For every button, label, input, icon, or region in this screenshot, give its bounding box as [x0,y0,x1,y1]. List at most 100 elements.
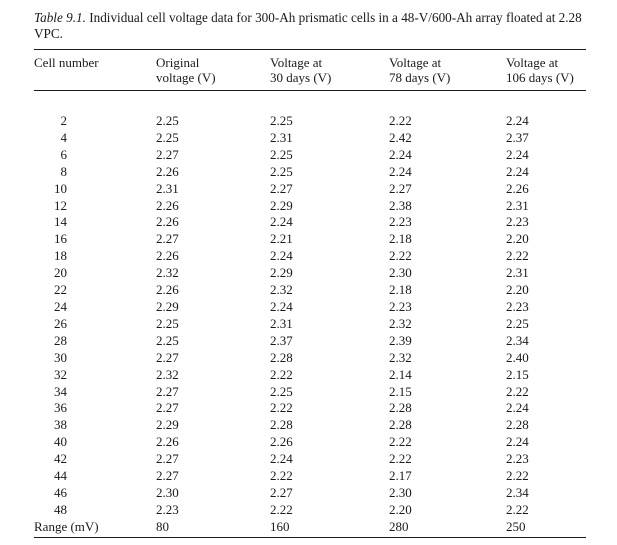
table-row: 10 2.31 2.27 2.27 2.26 [34,181,586,198]
original-voltage-cell: 2.26 [156,214,179,230]
voltage-106-days-cell: 2.22 [506,248,529,264]
cell-number-cell: 30 [54,349,67,365]
voltage-106-days-cell: 2.23 [506,451,529,467]
voltage-106-days-cell: 2.20 [506,282,529,298]
voltage-30-days-cell: 2.31 [270,129,293,145]
table-row: 28 2.25 2.37 2.39 2.34 [34,333,586,350]
cell-number-cell: 16 [54,231,67,247]
voltage-30-days-cell: 2.29 [270,265,293,281]
voltage-78-days-cell: 2.22 [389,248,412,264]
voltage-30-days-cell: 2.24 [270,451,293,467]
voltage-78-days-cell: 2.38 [389,197,412,213]
document-page: Table 9.1. Individual cell voltage data … [34,10,586,538]
table-caption: Table 9.1. Individual cell voltage data … [34,10,586,42]
cell-voltage-table: Cell number Original voltage (V) Voltage … [34,50,586,85]
range-value: 280 [389,518,409,534]
original-voltage-cell: 2.25 [156,315,179,331]
table-row: 8 2.26 2.25 2.24 2.24 [34,164,586,181]
table-row: 18 2.26 2.24 2.22 2.22 [34,248,586,265]
voltage-30-days-cell: 2.25 [270,163,293,179]
original-voltage-cell: 2.26 [156,434,179,450]
original-voltage-cell: 2.29 [156,417,179,433]
voltage-30-days-cell: 2.29 [270,197,293,213]
voltage-106-days-cell: 2.28 [506,417,529,433]
cell-number-cell: 42 [54,451,67,467]
original-voltage-cell: 2.31 [156,180,179,196]
voltage-30-days-cell: 2.25 [270,383,293,399]
table-row: 6 2.27 2.25 2.24 2.24 [34,147,586,164]
voltage-78-days-cell: 2.27 [389,180,412,196]
voltage-78-days-cell: 2.17 [389,468,412,484]
voltage-78-days-cell: 2.22 [389,451,412,467]
voltage-30-days-cell: 2.32 [270,282,293,298]
voltage-30-days-cell: 2.26 [270,434,293,450]
voltage-106-days-cell: 2.34 [506,484,529,500]
original-voltage-cell: 2.25 [156,129,179,145]
table-spacer [34,91,586,113]
voltage-30-days-cell: 2.28 [270,349,293,365]
cell-number-cell: 44 [54,468,67,484]
cell-voltage-table-body: 2 2.25 2.25 2.22 2.24 4 2.25 2.31 2.42 2.37 6 2.27 2… [34,91,586,536]
voltage-30-days-cell: 2.22 [270,501,293,517]
voltage-106-days-cell: 2.15 [506,366,529,382]
original-voltage-cell: 2.32 [156,265,179,281]
cell-number-cell: 46 [54,484,67,500]
table-row: 44 2.27 2.22 2.17 2.22 [34,468,586,485]
voltage-78-days-cell: 2.15 [389,383,412,399]
original-voltage-cell: 2.27 [156,468,179,484]
original-voltage-cell: 2.26 [156,282,179,298]
cell-number-cell: 28 [54,332,67,348]
header-voltage-106-days: Voltage at 106 days (V) [506,55,574,85]
voltage-106-days-cell: 2.31 [506,265,529,281]
voltage-30-days-cell: 2.22 [270,366,293,382]
voltage-78-days-cell: 2.32 [389,315,412,331]
range-value: 160 [270,518,290,534]
original-voltage-cell: 2.29 [156,298,179,314]
voltage-30-days-cell: 2.24 [270,214,293,230]
table-caption-text: Individual cell voltage data for 300-Ah … [34,10,582,41]
table-row: 38 2.29 2.28 2.28 2.28 [34,417,586,434]
table-row: 26 2.25 2.31 2.32 2.25 [34,316,586,333]
voltage-78-days-cell: 2.14 [389,366,412,382]
table-row: 24 2.29 2.24 2.23 2.23 [34,299,586,316]
original-voltage-cell: 2.26 [156,163,179,179]
voltage-106-days-cell: 2.23 [506,298,529,314]
voltage-106-days-cell: 2.40 [506,349,529,365]
voltage-30-days-cell: 2.24 [270,298,293,314]
original-voltage-cell: 2.27 [156,451,179,467]
table-row: 36 2.27 2.22 2.28 2.24 [34,400,586,417]
voltage-78-days-cell: 2.18 [389,282,412,298]
cell-number-cell: 2 [60,113,68,128]
voltage-30-days-cell: 2.25 [270,113,293,128]
cell-number-cell: 32 [54,366,67,382]
cell-number-cell: 40 [54,434,67,450]
original-voltage-cell: 2.30 [156,484,179,500]
cell-number-cell: 24 [54,298,67,314]
range-row: Range (mV) 80 160 280 250 [34,519,586,536]
voltage-30-days-cell: 2.25 [270,146,293,162]
voltage-30-days-cell: 2.24 [270,248,293,264]
voltage-78-days-cell: 2.22 [389,434,412,450]
table-row: 46 2.30 2.27 2.30 2.34 [34,485,586,502]
voltage-30-days-cell: 2.28 [270,417,293,433]
voltage-30-days-cell: 2.22 [270,468,293,484]
voltage-106-days-cell: 2.24 [506,146,529,162]
original-voltage-cell: 2.27 [156,400,179,416]
voltage-78-days-cell: 2.23 [389,298,412,314]
original-voltage-cell: 2.25 [156,113,179,128]
header-original-voltage: Original voltage (V) [156,55,216,85]
cell-number-cell: 48 [54,501,67,517]
header-voltage-30-days: Voltage at 30 days (V) [270,55,332,85]
range-label: Range (mV) [34,518,99,534]
table-row: 48 2.23 2.22 2.20 2.22 [34,502,586,519]
table-row: 42 2.27 2.24 2.22 2.23 [34,451,586,468]
table-header-rule [34,90,586,91]
original-voltage-cell: 2.23 [156,501,179,517]
table-row: 30 2.27 2.28 2.32 2.40 [34,350,586,367]
voltage-78-days-cell: 2.23 [389,214,412,230]
voltage-30-days-cell: 2.22 [270,400,293,416]
cell-number-cell: 4 [60,129,68,145]
voltage-106-days-cell: 2.37 [506,129,529,145]
header-cell-number: Cell number [34,55,99,70]
table-row: 32 2.32 2.22 2.14 2.15 [34,367,586,384]
